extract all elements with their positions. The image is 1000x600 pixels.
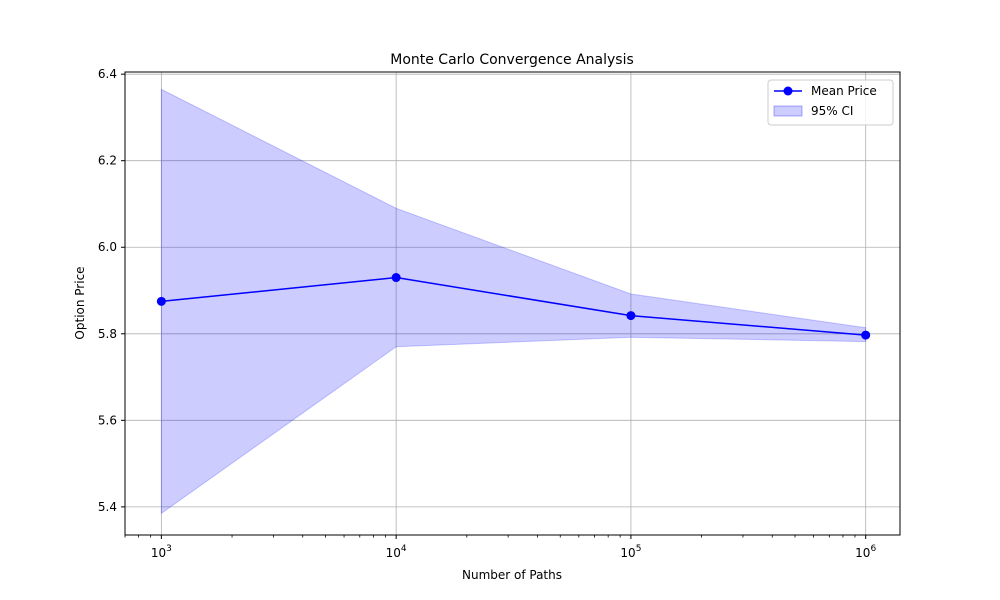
y-tick-label: 6.2: [98, 154, 117, 168]
x-tick-label: 105: [620, 544, 641, 560]
grid-layer: [125, 72, 900, 535]
legend-mean-marker: [783, 86, 793, 96]
mean-price-point: [626, 311, 636, 321]
y-tick-label: 5.6: [98, 413, 117, 427]
legend-ci-swatch: [773, 105, 803, 117]
x-axis-label: Number of Paths: [462, 568, 562, 582]
plot-frame: [124, 71, 901, 536]
legend-mean-label: Mean Price: [811, 84, 877, 98]
x-tick-label: 106: [855, 544, 876, 560]
y-tick-label: 6.0: [98, 240, 117, 254]
y-tick-label: 5.4: [98, 500, 117, 514]
legend: Mean Price 95% CI: [767, 79, 894, 126]
y-tick-label: 6.4: [98, 67, 117, 81]
ci-band-layer: [160, 88, 867, 515]
x-tick-label: 103: [151, 544, 172, 560]
legend-ci-label: 95% CI: [811, 104, 853, 118]
x-tick-label: 104: [386, 544, 407, 560]
mean-price-point: [156, 296, 166, 306]
axes-layer: 103 104 105 106 5.4 5.6 5.8 6.0 6.2 6.4: [98, 67, 901, 560]
mean-price-point: [391, 273, 401, 283]
y-tick-label: 5.8: [98, 327, 117, 341]
mean-price-line: [161, 276, 866, 336]
ci-band-area: [160, 88, 867, 515]
mean-price-point: [861, 330, 871, 340]
mean-line-layer: [156, 273, 871, 340]
y-axis-label: Option Price: [73, 266, 87, 339]
chart-title: Monte Carlo Convergence Analysis: [390, 52, 634, 68]
